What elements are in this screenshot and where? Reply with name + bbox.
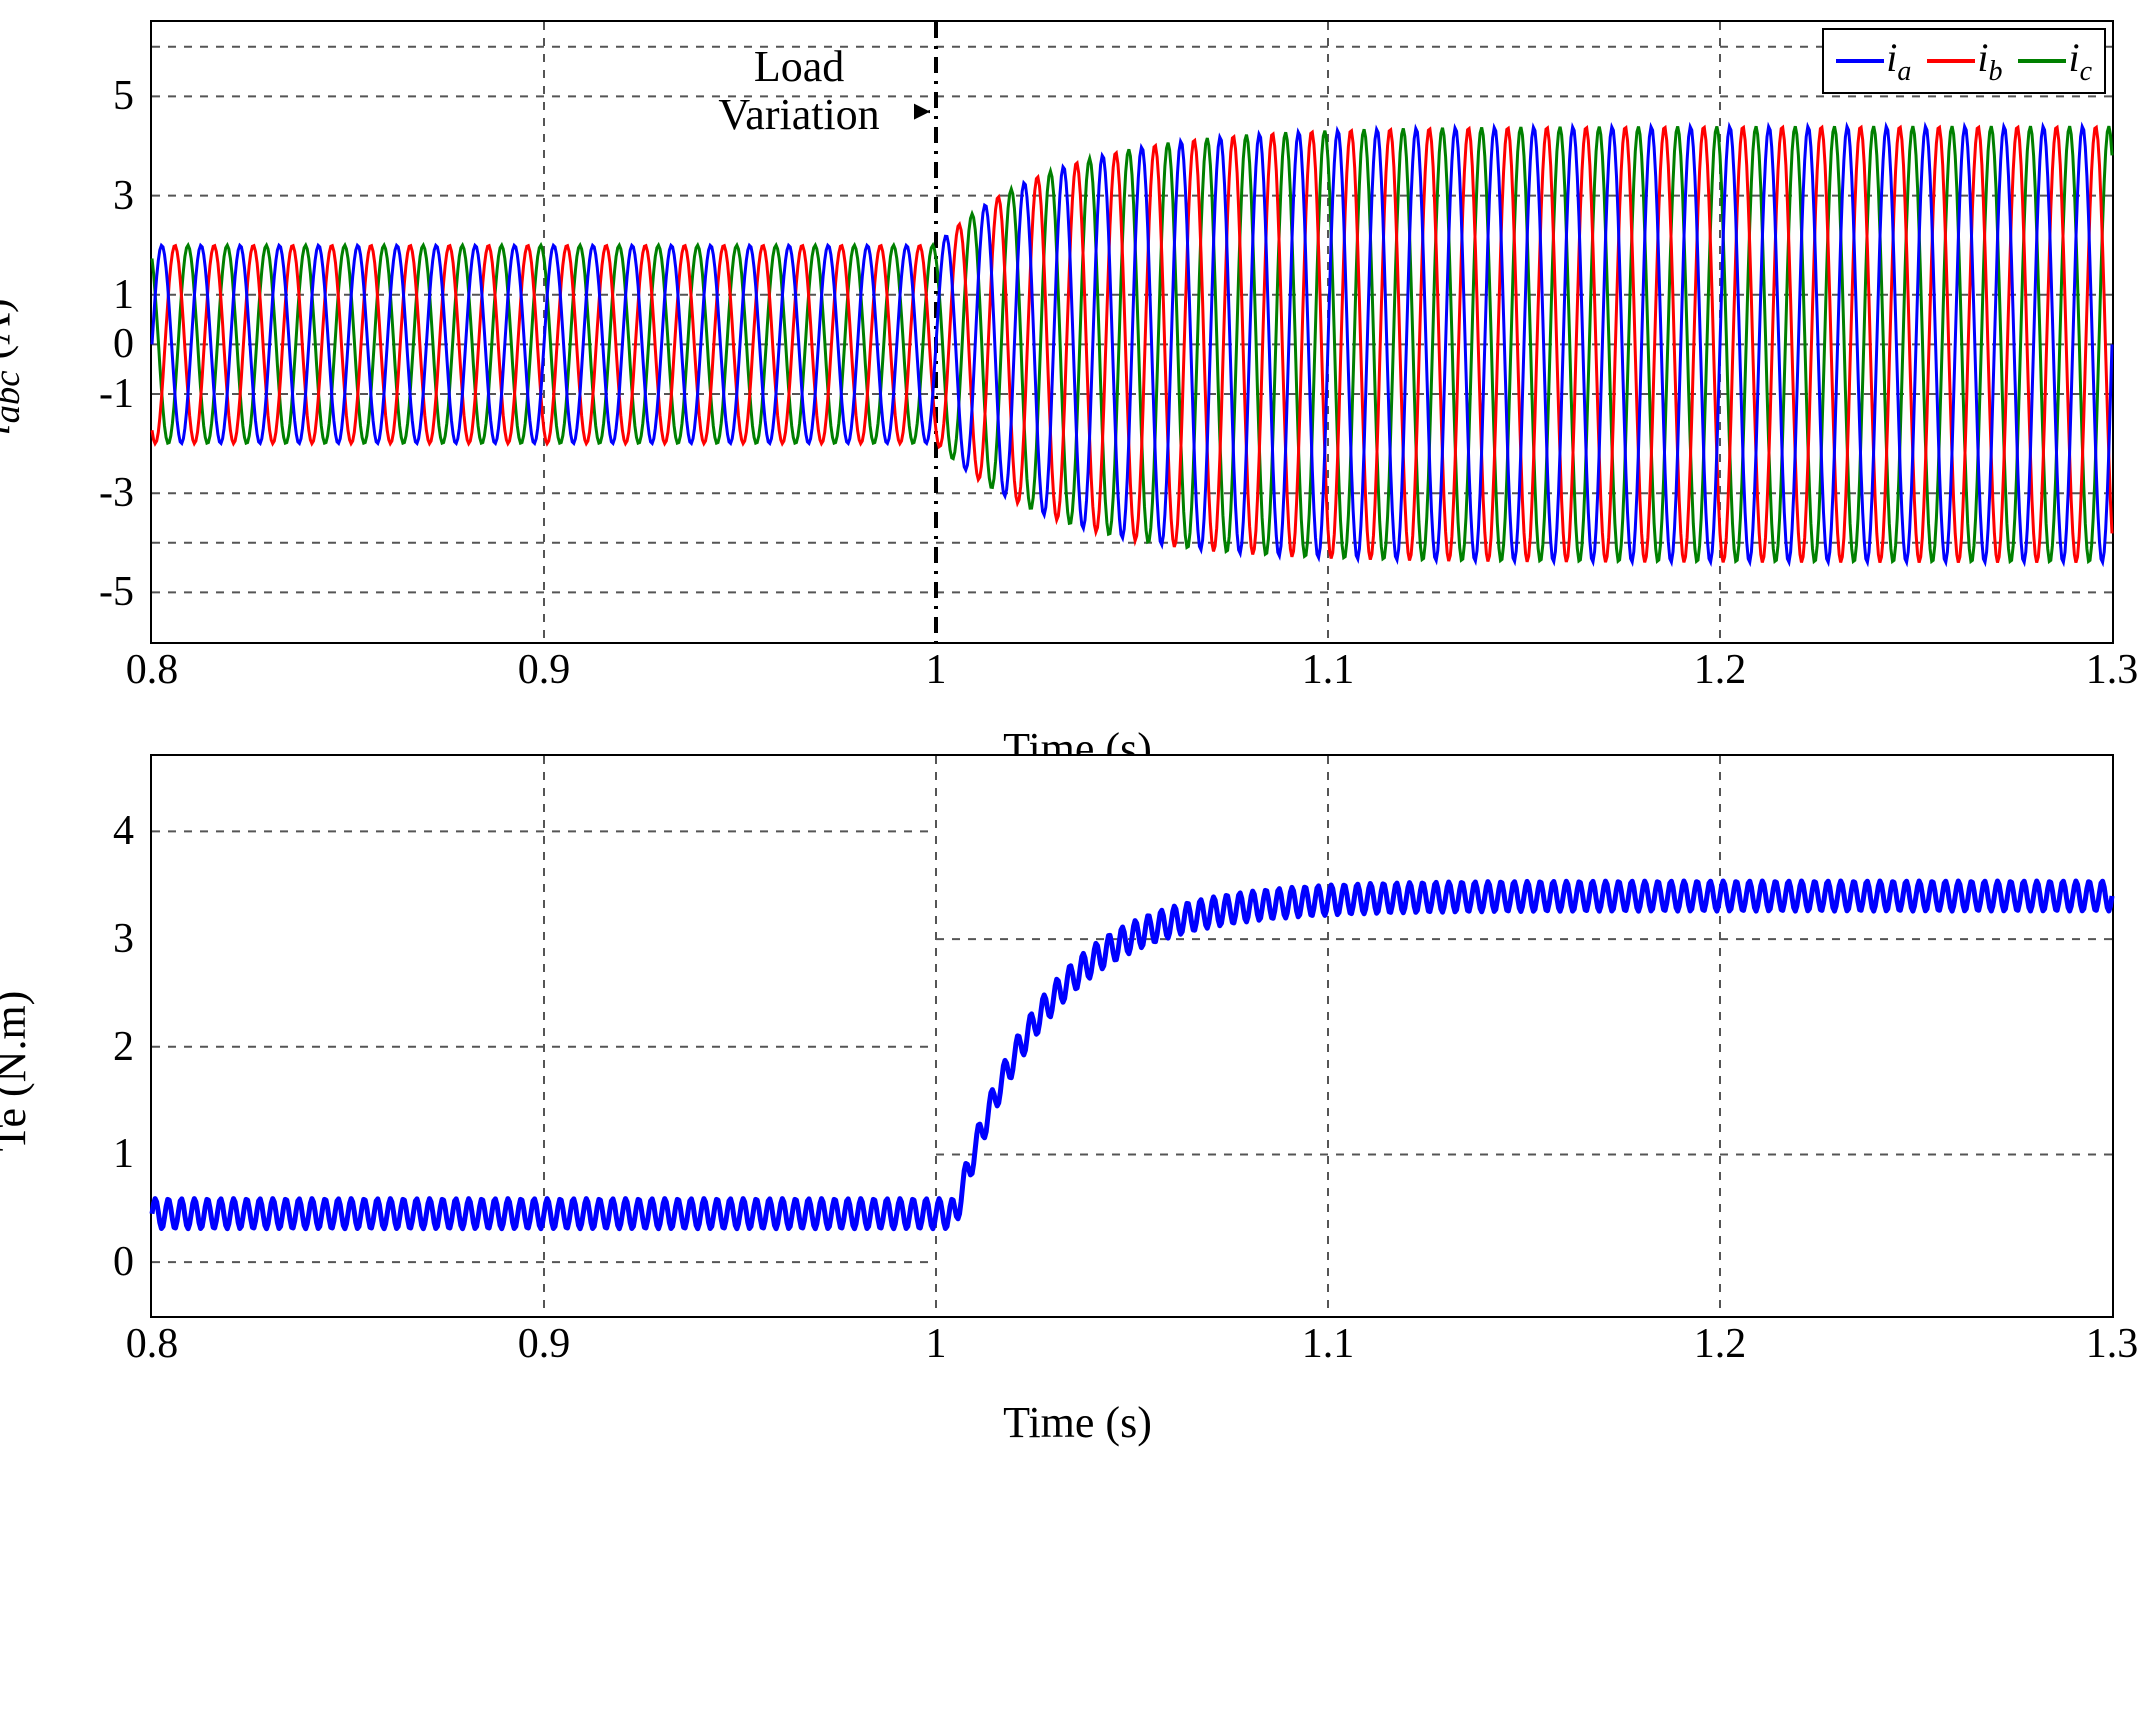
- panel-te: 0.80.911.11.21.301234 Te (N.m) Time (s): [20, 754, 2135, 1388]
- load-variation-annotation: LoadVariation: [718, 43, 879, 140]
- axes-iabc: iaibic LoadVariation 0.80.911.11.21.3-5-…: [150, 20, 2114, 644]
- xtick: 1.1: [1302, 646, 1355, 694]
- legend: ia ib ic: [1822, 28, 2106, 94]
- ytick: 5: [113, 72, 134, 120]
- ytick: 3: [113, 172, 134, 220]
- legend-swatch: [1836, 59, 1884, 63]
- ytick: -5: [99, 568, 134, 616]
- axes-te: 0.80.911.11.21.301234: [150, 754, 2114, 1318]
- ytick: 2: [113, 1023, 134, 1071]
- xtick: 1.2: [1694, 646, 1747, 694]
- plot-iabc: [152, 22, 2112, 642]
- xtick: 0.8: [126, 646, 179, 694]
- xlabel-te: Time (s): [1003, 1397, 1152, 1448]
- xtick: 1.2: [1694, 1320, 1747, 1368]
- ylabel-te: Te (N.m): [0, 991, 36, 1152]
- panel-iabc: iaibic LoadVariation 0.80.911.11.21.3-5-…: [20, 20, 2135, 714]
- xtick: 1.3: [2086, 1320, 2139, 1368]
- ytick: 3: [113, 915, 134, 963]
- ytick: -1: [99, 370, 134, 418]
- ytick: 1: [113, 271, 134, 319]
- legend-item: ib: [1927, 34, 2002, 88]
- figure: iaibic LoadVariation 0.80.911.11.21.3-5-…: [20, 20, 2135, 1388]
- legend-item: ia: [1836, 34, 1911, 88]
- ytick: 1: [113, 1130, 134, 1178]
- xtick: 0.9: [518, 1320, 571, 1368]
- xtick: 1: [926, 1320, 947, 1368]
- ylabel-iabc: iabc (A): [0, 298, 28, 435]
- xtick: 0.9: [518, 646, 571, 694]
- xtick: 1.1: [1302, 1320, 1355, 1368]
- xtick: 1: [926, 646, 947, 694]
- plot-te: [152, 756, 2112, 1316]
- ytick: -3: [99, 469, 134, 517]
- ytick: 4: [113, 807, 134, 855]
- ytick: 0: [113, 320, 134, 368]
- legend-swatch: [1927, 59, 1975, 63]
- legend-label: ib: [1977, 34, 2002, 88]
- ytick: 0: [113, 1238, 134, 1286]
- legend-label: ic: [2068, 34, 2092, 88]
- legend-swatch: [2018, 59, 2066, 63]
- legend-item: ic: [2018, 34, 2092, 88]
- xtick: 0.8: [126, 1320, 179, 1368]
- legend-label: ia: [1886, 34, 1911, 88]
- xtick: 1.3: [2086, 646, 2139, 694]
